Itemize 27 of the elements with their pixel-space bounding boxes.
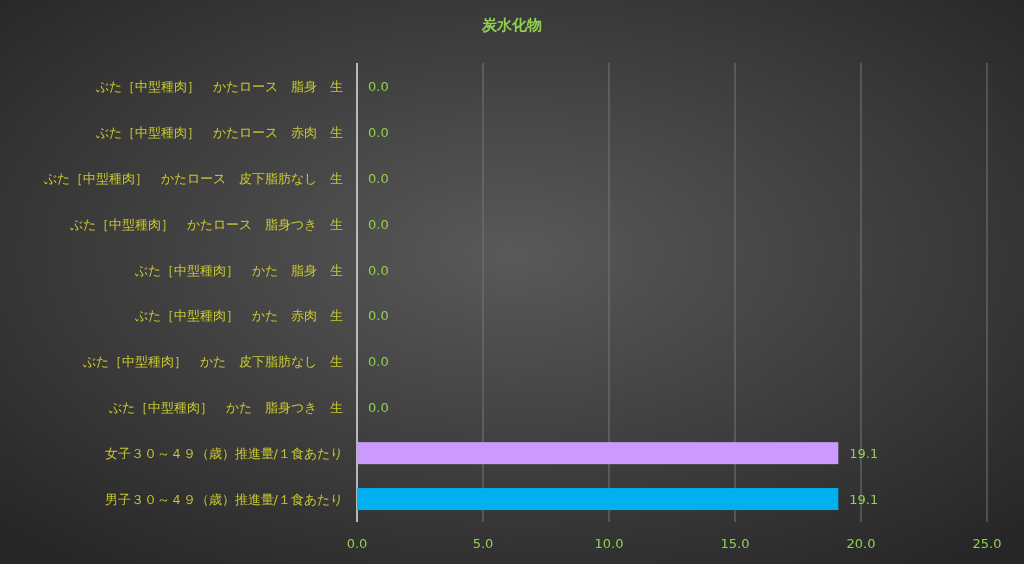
data-label: 0.0: [368, 216, 389, 232]
chart-title: 炭水化物: [481, 16, 542, 34]
x-tick-label: 0.0: [346, 536, 368, 551]
data-label: 0.0: [368, 400, 389, 416]
data-label: 0.0: [368, 308, 389, 324]
data-label: 19.1: [849, 446, 879, 462]
x-tick-label: 20.0: [846, 536, 876, 551]
y-tick-label: ぶた［中型種肉］ かた 皮下脂肪なし 生: [83, 354, 343, 370]
x-tick-label: 15.0: [720, 536, 750, 551]
data-label: 0.0: [368, 354, 389, 370]
data-label: 0.0: [368, 170, 389, 186]
y-tick-label: ぶた［中型種肉］ かたロース 皮下脂肪なし 生: [44, 170, 343, 186]
y-tick-label: ぶた［中型種肉］ かたロース 脂身つき 生: [70, 216, 343, 232]
x-tick-label: 10.0: [594, 536, 624, 551]
x-tick-label: 25.0: [972, 536, 1002, 551]
y-tick-label: ぶた［中型種肉］ かた 脂身 生: [135, 262, 343, 278]
y-tick-label: ぶた［中型種肉］ かたロース 赤肉 生: [96, 124, 343, 140]
data-label: 0.0: [368, 262, 389, 278]
y-tick-label: ぶた［中型種肉］ かた 赤肉 生: [135, 308, 343, 324]
data-label: 19.1: [849, 492, 879, 508]
data-label: 0.0: [368, 124, 389, 140]
data-label: 0.0: [368, 78, 389, 94]
x-tick-label: 5.0: [472, 536, 494, 551]
y-tick-label: ぶた［中型種肉］ かたロース 脂身 生: [96, 78, 343, 94]
y-tick-label: 女子３０～４９（歳）推進量/１食あたり: [104, 446, 343, 462]
y-tick-label: ぶた［中型種肉］ かた 脂身つき 生: [109, 400, 343, 416]
y-tick-label: 男子３０～４９（歳）推進量/１食あたり: [104, 492, 343, 508]
